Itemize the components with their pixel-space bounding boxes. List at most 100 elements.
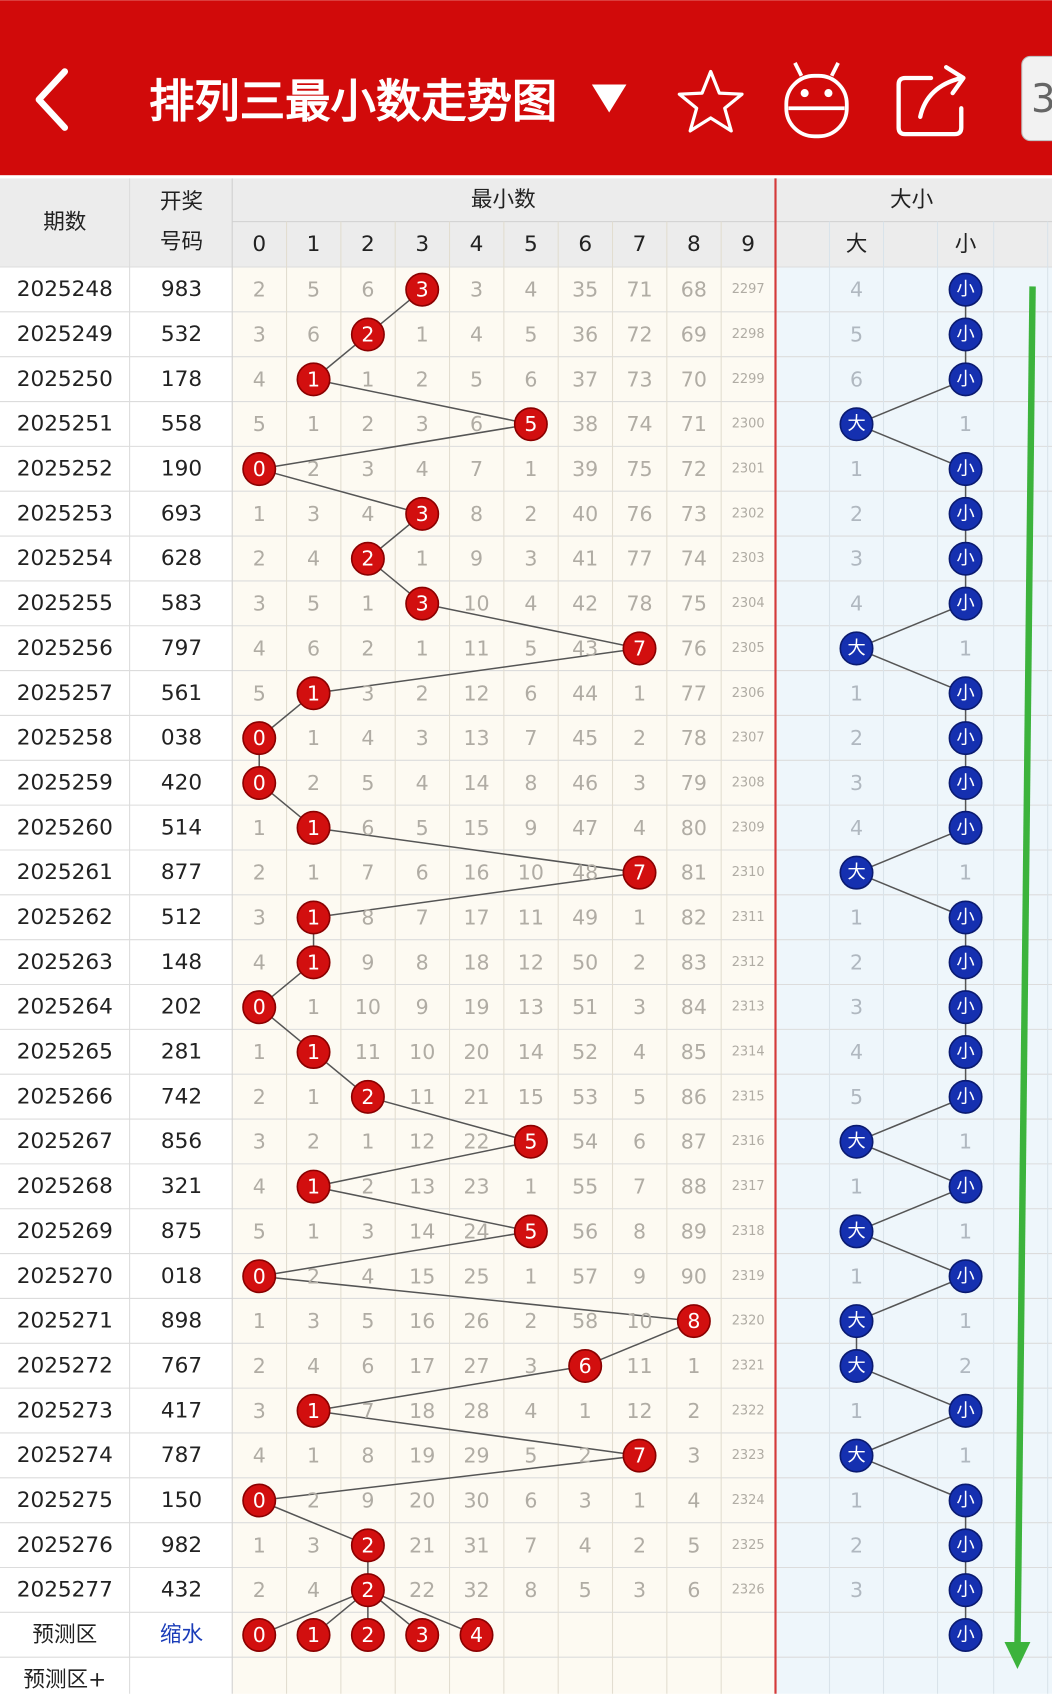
miss-value: 5 <box>416 816 429 840</box>
ball-text: 2 <box>361 1578 374 1602</box>
share-icon[interactable] <box>896 65 966 137</box>
period: 2025251 <box>17 412 113 437</box>
miss-value: 6 <box>850 367 863 391</box>
miss-value: 7 <box>361 861 374 885</box>
miss-value: 3 <box>361 681 374 705</box>
miss-value: 2314 <box>732 1045 765 1060</box>
ball-text: 5 <box>524 412 537 436</box>
ball-text: 大 <box>847 862 865 883</box>
ball <box>242 1618 277 1653</box>
header-digit: 5 <box>524 232 538 257</box>
miss-value: 1 <box>850 1488 863 1512</box>
header-digit: 2 <box>361 232 375 257</box>
miss-value: 1 <box>361 367 374 391</box>
miss-value: 6 <box>307 323 320 347</box>
period: 2025266 <box>17 1084 113 1109</box>
miss-value: 2299 <box>732 372 765 387</box>
dropdown-arrow[interactable] <box>591 84 627 113</box>
page-title[interactable]: 排列三最小数走势图 <box>149 75 557 128</box>
trend-line <box>856 1230 966 1277</box>
ball-text: 1 <box>307 906 320 930</box>
miss-value: 13 <box>409 1175 435 1199</box>
miss-value: 1 <box>850 906 863 930</box>
miss-value: 2319 <box>732 1269 765 1284</box>
miss-value: 3 <box>850 1578 863 1602</box>
draw-number: 877 <box>161 860 202 885</box>
miss-value: 2301 <box>732 462 765 477</box>
miss-value: 32 <box>463 1578 489 1602</box>
back-button[interactable] <box>35 68 69 131</box>
header-digit: 9 <box>741 232 755 257</box>
draw-number: 558 <box>161 412 202 437</box>
miss-value: 80 <box>681 816 707 840</box>
miss-value: 1 <box>524 1264 537 1288</box>
header-group: 最小数 <box>471 188 536 213</box>
draw-number: 178 <box>161 367 202 392</box>
period: 2025253 <box>17 501 113 526</box>
miss-value: 8 <box>633 1219 646 1243</box>
favorite-icon[interactable] <box>677 69 744 133</box>
miss-value: 2 <box>633 950 646 974</box>
ball <box>296 362 331 397</box>
miss-value: 4 <box>850 592 863 616</box>
trend-line <box>313 871 640 919</box>
period: 2025249 <box>17 322 113 347</box>
miss-value: 1 <box>416 636 429 660</box>
ball <box>405 496 440 531</box>
ball-text: 0 <box>253 1264 266 1288</box>
ball-text: 小 <box>956 772 974 793</box>
draw-number: 018 <box>161 1264 202 1289</box>
miss-value: 20 <box>463 1040 489 1064</box>
period: 2025277 <box>17 1578 113 1603</box>
miss-value: 2 <box>633 726 646 750</box>
miss-value: 2 <box>253 278 266 302</box>
miss-value: 71 <box>681 412 707 436</box>
ball <box>513 1214 548 1249</box>
miss-value: 5 <box>361 1309 374 1333</box>
period: 2025258 <box>17 726 113 751</box>
trend-line <box>856 602 966 650</box>
miss-value: 5 <box>253 412 266 436</box>
header-number: 号码 <box>160 230 203 255</box>
ball-text: 小 <box>956 369 974 390</box>
miss-value: 51 <box>572 995 598 1019</box>
miss-value: 1 <box>633 906 646 930</box>
miss-value: 8 <box>416 950 429 974</box>
robot-icon[interactable] <box>784 62 849 139</box>
miss-value: 2 <box>416 681 429 705</box>
miss-value: 10 <box>463 592 489 616</box>
draw-number: 420 <box>161 770 202 795</box>
miss-value: 70 <box>681 367 707 391</box>
miss-value: 4 <box>361 502 374 526</box>
miss-value: 14 <box>518 1040 544 1064</box>
ball-text: 小 <box>956 817 974 838</box>
miss-value: 1 <box>524 1175 537 1199</box>
miss-value: 1 <box>850 1264 863 1288</box>
miss-value: 89 <box>681 1219 707 1243</box>
miss-value: 2317 <box>732 1179 765 1194</box>
miss-value: 3 <box>850 771 863 795</box>
miss-value: 56 <box>572 1219 598 1243</box>
trend-line <box>259 423 531 470</box>
miss-value: 2 <box>253 861 266 885</box>
miss-value: 5 <box>361 771 374 795</box>
draw-number: 875 <box>161 1219 202 1244</box>
miss-value: 1 <box>850 1399 863 1423</box>
miss-value: 17 <box>409 1354 435 1378</box>
miss-value: 1 <box>361 1130 374 1154</box>
miss-value: 4 <box>253 1444 266 1468</box>
miss-value: 9 <box>361 950 374 974</box>
badge-box[interactable] <box>1021 55 1052 142</box>
miss-value: 5 <box>850 1085 863 1109</box>
ball-text: 小 <box>956 1176 974 1197</box>
miss-value: 4 <box>361 726 374 750</box>
miss-value: 10 <box>409 1040 435 1064</box>
miss-value: 57 <box>572 1264 598 1288</box>
miss-value: 5 <box>253 1219 266 1243</box>
miss-value: 2316 <box>732 1134 765 1149</box>
miss-value: 3 <box>361 457 374 481</box>
draw-number: 983 <box>161 277 202 302</box>
ball <box>948 1035 983 1070</box>
ball <box>296 810 331 845</box>
trend-line <box>856 1275 966 1322</box>
